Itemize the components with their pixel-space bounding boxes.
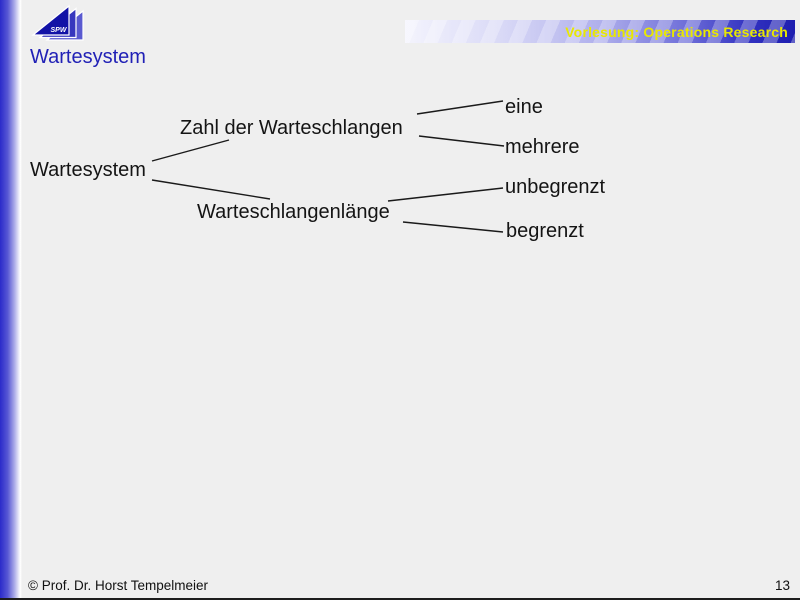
logo-front-triangle xyxy=(31,4,70,36)
connector-branch0-to-mehrere xyxy=(418,135,505,147)
tree-node-root: Wartesystem xyxy=(30,159,146,181)
spw-logo-icon: SPW xyxy=(31,4,84,41)
connector-root-to-branch-1 xyxy=(151,179,271,200)
logo-text: SPW xyxy=(51,27,68,34)
connector-branch1-to-unbegrenzt xyxy=(387,187,504,202)
footer-copyright: © Prof. Dr. Horst Tempelmeier xyxy=(28,578,208,593)
page-number: 13 xyxy=(774,578,790,593)
tree-leaf-mehrere: mehrere xyxy=(505,136,580,158)
left-gradient-bar xyxy=(0,0,22,600)
tree-leaf-begrenzt: begrenzt xyxy=(506,220,584,242)
bottom-border-line xyxy=(0,598,800,600)
connector-root-to-branch-0 xyxy=(151,139,230,162)
tree-node-branch-laenge: Warteschlangenlänge xyxy=(197,201,390,223)
course-title-label: Vorlesung: Operations Research xyxy=(565,23,788,40)
tree-node-branch-zahl: Zahl der Warteschlangen xyxy=(180,117,403,139)
header-band: Vorlesung: Operations Research xyxy=(405,20,795,43)
tree-leaf-eine: eine xyxy=(505,96,543,118)
connector-branch1-to-begrenzt xyxy=(402,221,504,233)
page-title: Wartesystem xyxy=(30,46,146,68)
connector-branch0-to-eine xyxy=(416,100,504,115)
tree-leaf-unbegrenzt: unbegrenzt xyxy=(505,176,606,198)
